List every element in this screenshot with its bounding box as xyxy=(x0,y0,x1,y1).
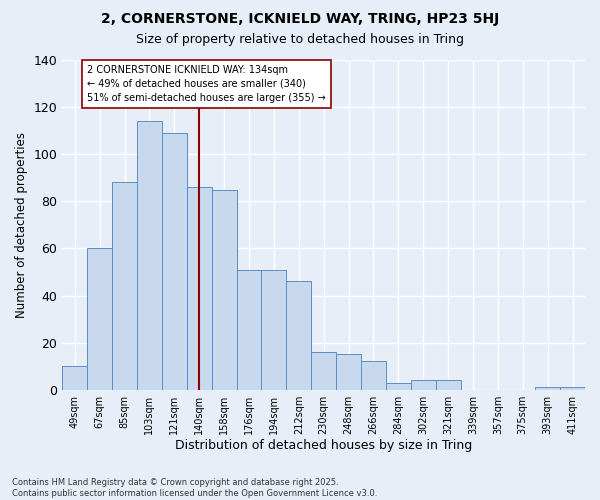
Bar xyxy=(311,352,336,390)
Bar xyxy=(187,187,212,390)
Bar xyxy=(112,182,137,390)
Bar xyxy=(386,382,411,390)
Bar xyxy=(560,388,585,390)
Text: 2, CORNERSTONE, ICKNIELD WAY, TRING, HP23 5HJ: 2, CORNERSTONE, ICKNIELD WAY, TRING, HP2… xyxy=(101,12,499,26)
Bar xyxy=(262,270,286,390)
Text: Size of property relative to detached houses in Tring: Size of property relative to detached ho… xyxy=(136,32,464,46)
Bar xyxy=(236,270,262,390)
Bar xyxy=(286,282,311,390)
Bar xyxy=(361,362,386,390)
Bar xyxy=(62,366,87,390)
Bar xyxy=(535,388,560,390)
Bar xyxy=(137,121,162,390)
Bar xyxy=(162,133,187,390)
Bar xyxy=(336,354,361,390)
Text: Contains HM Land Registry data © Crown copyright and database right 2025.
Contai: Contains HM Land Registry data © Crown c… xyxy=(12,478,377,498)
Bar xyxy=(87,248,112,390)
Bar xyxy=(436,380,461,390)
Text: 2 CORNERSTONE ICKNIELD WAY: 134sqm
← 49% of detached houses are smaller (340)
51: 2 CORNERSTONE ICKNIELD WAY: 134sqm ← 49%… xyxy=(87,64,326,102)
Bar xyxy=(411,380,436,390)
Y-axis label: Number of detached properties: Number of detached properties xyxy=(15,132,28,318)
X-axis label: Distribution of detached houses by size in Tring: Distribution of detached houses by size … xyxy=(175,440,472,452)
Bar xyxy=(212,190,236,390)
